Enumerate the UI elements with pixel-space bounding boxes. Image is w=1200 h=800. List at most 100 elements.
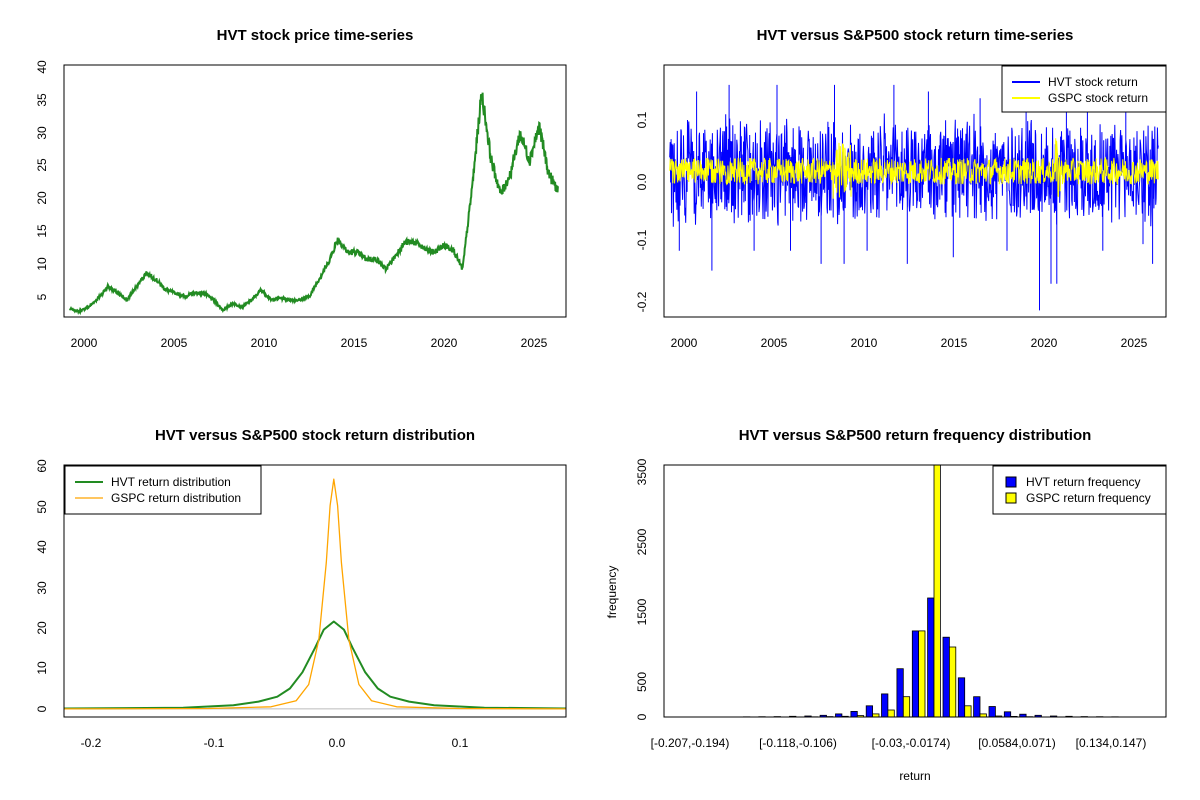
returns-x-tick-2005: 2005 [761, 336, 788, 350]
returns-y-tick-0.1: 0.1 [635, 111, 649, 128]
returns-y-tick-m0.1: -0.1 [635, 229, 649, 250]
frequency-y-tick-0: 0 [635, 713, 649, 720]
returns-legend-box [1001, 65, 1167, 113]
frequency-legend-swatch-gspc [1005, 492, 1017, 504]
frequency-legend-box [992, 465, 1167, 515]
returns-plot-area [669, 84, 1159, 311]
distribution-x-tick-m0.2: -0.2 [81, 736, 102, 750]
distribution-y-ticks: 0 10 20 30 40 50 60 [35, 459, 49, 712]
distribution-plot-area [63, 478, 567, 710]
panel-distribution: HVT versus S&P500 stock return distribut… [35, 427, 567, 750]
distribution-y-tick-30: 30 [35, 581, 49, 595]
distribution-x-tick-m0.1: -0.1 [204, 736, 225, 750]
frequency-gspc-bar-16 [933, 464, 941, 718]
distribution-x-tick-0.1: 0.1 [452, 736, 469, 750]
returns-legend: HVT stock return GSPC stock return [1001, 65, 1167, 113]
frequency-x-tick-3: [-0.03,-0.0174) [872, 736, 951, 750]
frequency-y-tick-3500: 3500 [635, 458, 649, 485]
price-x-tick-2025: 2025 [521, 336, 548, 350]
price-x-tick-2010: 2010 [251, 336, 278, 350]
frequency-x-tick-1: [-0.207,-0.194) [651, 736, 730, 750]
distribution-plot-frame [63, 464, 567, 718]
price-y-tick-15: 15 [35, 224, 49, 238]
returns-legend-label-hvt: HVT stock return [1048, 75, 1138, 89]
returns-y-tick-0.0: 0.0 [635, 173, 649, 190]
price-y-tick-40: 40 [35, 60, 49, 74]
distribution-hvt-curve [63, 620, 567, 710]
returns-y-tick-m0.2: -0.2 [635, 291, 649, 312]
frequency-x-ticks: [-0.207,-0.194) [-0.118,-0.106) [-0.03,-… [651, 736, 1147, 750]
frequency-legend-label-gspc: GSPC return frequency [1026, 491, 1151, 505]
panel-frequency: HVT versus S&P500 return frequency distr… [605, 427, 1167, 783]
distribution-y-tick-60: 60 [35, 459, 49, 473]
frequency-gspc-bar-14 [902, 696, 911, 718]
price-series-line [68, 92, 559, 316]
distribution-chart-title: HVT versus S&P500 stock return distribut… [155, 427, 475, 444]
frequency-hvt-bar-17 [942, 636, 950, 718]
frequency-hvt-bar-19 [973, 696, 981, 718]
distribution-gspc-curve [63, 478, 567, 710]
frequency-x-tick-4: [0.0584,0.071) [978, 736, 1055, 750]
price-y-ticks: 5 10 15 20 25 30 35 40 [35, 60, 49, 300]
price-plot-area [68, 92, 559, 316]
frequency-gspc-bar-18 [964, 705, 972, 718]
distribution-y-tick-20: 20 [35, 621, 49, 635]
price-plot-frame [63, 64, 567, 318]
price-y-tick-30: 30 [35, 126, 49, 140]
distribution-legend-label-gspc: GSPC return distribution [111, 491, 241, 505]
frequency-plot-frame [663, 464, 1167, 718]
panel-price: HVT stock price time-series 2000 2005 20… [35, 27, 567, 350]
frequency-legend: HVT return frequency GSPC return frequen… [992, 465, 1167, 515]
frequency-hvt-bar-14 [896, 668, 904, 718]
frequency-x-axis-label: return [899, 769, 930, 783]
returns-gspc-series [669, 138, 1159, 199]
price-y-tick-10: 10 [35, 257, 49, 271]
distribution-x-tick-0.0: 0.0 [329, 736, 346, 750]
returns-x-ticks: 2000 2005 2010 2015 2020 2025 [671, 336, 1148, 350]
distribution-y-tick-10: 10 [35, 661, 49, 675]
distribution-legend-box [64, 465, 262, 515]
price-x-tick-2020: 2020 [431, 336, 458, 350]
returns-hvt-series [669, 84, 1159, 311]
distribution-legend-label-hvt: HVT return distribution [111, 475, 231, 489]
frequency-hvt-bar-18 [957, 677, 966, 718]
frequency-hvt-bar-20 [988, 706, 996, 718]
frequency-hvt-bar-15 [911, 630, 920, 718]
returns-legend-label-gspc: GSPC stock return [1048, 91, 1148, 105]
returns-x-tick-2010: 2010 [851, 336, 878, 350]
frequency-legend-swatch-hvt [1005, 476, 1017, 488]
price-y-tick-5: 5 [35, 293, 49, 300]
returns-y-ticks: -0.2 -0.1 0.0 0.1 [635, 111, 649, 312]
frequency-y-tick-2500: 2500 [635, 528, 649, 555]
distribution-x-ticks: -0.2 -0.1 0.0 0.1 [81, 736, 469, 750]
frequency-chart-title: HVT versus S&P500 return frequency distr… [739, 427, 1092, 444]
frequency-hvt-bar-13 [881, 693, 889, 718]
frequency-x-tick-2: [-0.118,-0.106) [759, 736, 837, 750]
distribution-y-tick-50: 50 [35, 500, 49, 514]
frequency-x-tick-5: [0.134,0.147) [1076, 736, 1147, 750]
distribution-y-tick-0: 0 [35, 705, 49, 712]
returns-plot-frame [663, 64, 1167, 318]
frequency-y-tick-500: 500 [635, 672, 649, 692]
price-x-tick-2005: 2005 [161, 336, 188, 350]
frequency-hvt-bar-12 [865, 705, 874, 718]
price-y-tick-35: 35 [35, 93, 49, 107]
frequency-hvt-bar-21 [1003, 711, 1012, 718]
returns-x-tick-2000: 2000 [671, 336, 698, 350]
panel-returns: HVT versus S&P500 stock return time-seri… [635, 27, 1167, 350]
frequency-y-axis-label: frequency [605, 566, 619, 619]
returns-x-tick-2015: 2015 [941, 336, 968, 350]
frequency-y-ticks: 0 500 1500 2500 3500 [635, 458, 649, 720]
price-y-tick-20: 20 [35, 191, 49, 205]
price-x-ticks: 2000 2005 2010 2015 2020 2025 [71, 336, 548, 350]
price-x-tick-2015: 2015 [341, 336, 368, 350]
returns-x-tick-2020: 2020 [1031, 336, 1058, 350]
price-chart-title: HVT stock price time-series [217, 27, 414, 44]
frequency-gspc-bar-17 [949, 646, 957, 718]
frequency-hvt-bar-16 [927, 597, 935, 718]
returns-chart-title: HVT versus S&P500 stock return time-seri… [757, 27, 1074, 44]
frequency-gspc-bar-15 [918, 630, 926, 718]
frequency-hvt-bar-11 [850, 711, 858, 718]
price-y-tick-25: 25 [35, 158, 49, 172]
